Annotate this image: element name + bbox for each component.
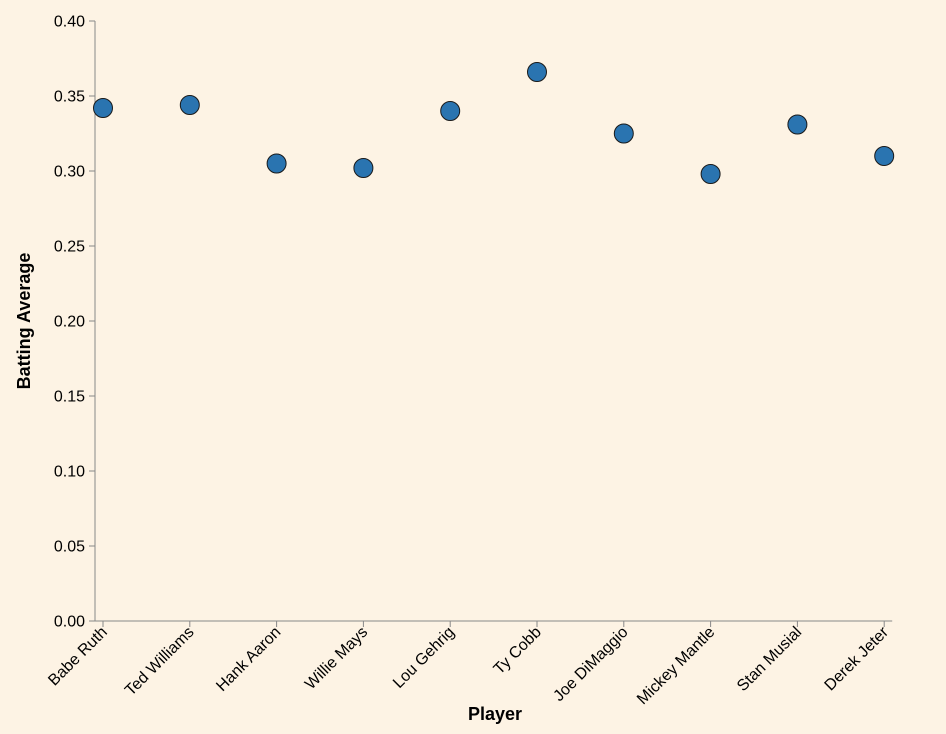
y-tick-label: 0.25	[54, 239, 85, 256]
data-point	[179, 95, 200, 115]
data-point	[874, 146, 895, 166]
x-tick-label: Derek Jeter	[822, 623, 893, 694]
y-tick-label: 0.35	[54, 89, 85, 106]
data-point	[527, 62, 547, 82]
x-tick-label: Joe DiMaggio	[550, 624, 631, 705]
y-tick-label: 0.15	[54, 389, 85, 406]
data-point	[787, 114, 808, 135]
data-point	[440, 101, 461, 121]
x-tick-label: Ty Cobb	[491, 624, 545, 678]
y-axis: 0.00 0.05 0.10 0.15 0.20 0.25 0.30 0.35 0.40	[54, 14, 96, 631]
x-axis-title: Player	[468, 704, 522, 724]
y-tick-label: 0.10	[54, 464, 85, 481]
x-tick-label: Ted Williams	[122, 624, 198, 700]
data-point	[700, 164, 721, 184]
y-tick-label: 0.05	[54, 539, 85, 556]
y-tick-label: 0.20	[54, 314, 85, 331]
y-axis-title: Batting Average	[14, 253, 34, 390]
x-tick-label: Mickey Mantle	[634, 624, 718, 708]
x-tick-label: Stan Musial	[734, 624, 805, 695]
x-tick-label: Babe Ruth	[45, 624, 110, 689]
data-point	[353, 158, 374, 178]
data-points	[93, 62, 895, 184]
x-tick-label: Willie Mays	[302, 624, 371, 693]
y-tick-label: 0.00	[54, 614, 85, 631]
data-point	[93, 98, 113, 118]
x-axis: Babe Ruth Ted Williams Hank Aaron Willie Ma…	[45, 620, 893, 708]
y-tick-label: 0.40	[54, 14, 85, 31]
data-point	[266, 153, 287, 174]
data-point	[613, 123, 634, 144]
y-tick-label: 0.30	[54, 164, 85, 181]
x-tick-label: Lou Gehrig	[390, 624, 458, 692]
x-tick-label: Hank Aaron	[213, 624, 284, 695]
